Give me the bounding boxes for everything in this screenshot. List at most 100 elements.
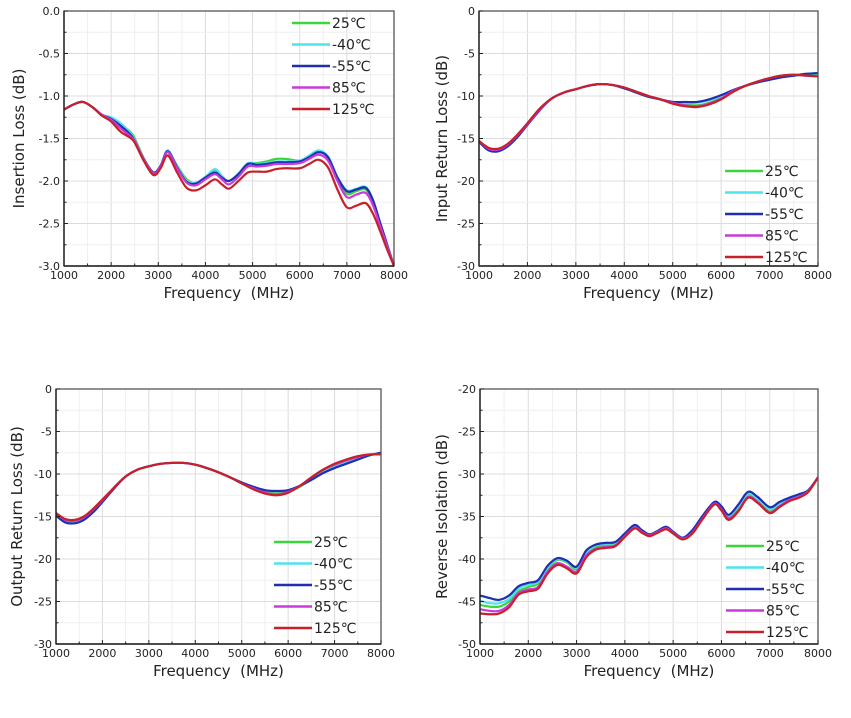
x-tick-label: 7000 [321,647,349,660]
legend-item: 85℃ [292,81,366,97]
legend-label: 85℃ [765,229,799,245]
legend-label: 85℃ [314,600,348,616]
legend-item: -40℃ [292,38,371,54]
x-tick-label: 1000 [465,269,493,282]
legend-label: 25℃ [314,535,348,551]
x-tick-label: 8000 [804,647,832,660]
y-tick-label: -25 [34,596,52,609]
legend-label: 85℃ [332,81,366,97]
x-tick-label: 8000 [380,269,408,282]
legend-item: -55℃ [725,207,804,223]
legend-label: -40℃ [314,557,353,573]
y-tick-label: -10 [457,90,475,103]
y-tick-label: -20 [457,175,475,188]
legend-item: 125℃ [726,625,808,641]
series-line-125c [64,100,394,267]
series-group [480,476,818,616]
legend-item: -55℃ [274,578,353,594]
x-tick-label: 1000 [50,269,78,282]
y-tick-label: -1.5 [39,133,60,146]
legend-label: 25℃ [766,539,800,555]
legend-item: 25℃ [725,164,799,180]
x-tick-label: 1000 [42,647,70,660]
x-tick-label: 6000 [707,647,735,660]
y-tick-label: -10 [34,468,52,481]
legend: 25℃ -40℃ -55℃ 85℃ 125℃ [274,535,356,637]
legend-label: -40℃ [765,186,804,202]
x-axis-label: Frequency (MHz) [583,284,714,302]
chart-3: 1000 2000 3000 4000 5000 6000 7000 8000 0 -5 -10 -1… [8,383,395,680]
y-tick-label: -5 [41,426,52,439]
legend-label: 125℃ [766,625,808,641]
y-axis-label: Reverse Isolation (dB) [433,434,451,599]
x-tick-label: 7000 [756,269,784,282]
legend-item: 125℃ [274,621,356,637]
series-group [56,451,381,525]
y-tick-label: 0 [468,5,475,18]
y-tick-label: -20 [458,383,476,396]
y-axis-label: Input Return Loss (dB) [433,55,451,222]
y-tick-label: -15 [457,133,475,146]
series-line-125c [479,73,818,151]
series-group [479,71,818,153]
y-tick-label: -3.0 [39,260,60,273]
x-tick-label: 4000 [191,269,219,282]
y-tick-label: -30 [34,638,52,651]
x-tick-label: 3000 [144,269,172,282]
x-axis-label: Frequency (MHz) [153,662,284,680]
x-tick-label: 5000 [228,647,256,660]
x-tick-label: 3000 [135,647,163,660]
legend-label: 25℃ [765,164,799,180]
legend-label: -40℃ [766,561,805,577]
legend-item: -55℃ [292,59,371,75]
x-axis-label: Frequency (MHz) [164,284,295,302]
legend-item: 125℃ [725,250,807,266]
x-axis-label: Frequency (MHz) [584,662,715,680]
legend-item: 125℃ [292,102,374,118]
x-tick-label: 2000 [514,647,542,660]
legend-label: -55℃ [332,59,371,75]
y-tick-label: -20 [34,553,52,566]
y-tick-label: 0.0 [43,5,61,18]
series-line-125c [480,476,818,616]
y-tick-label: -50 [458,638,476,651]
legend-item: 85℃ [726,604,800,620]
chart-4: 1000 2000 3000 4000 5000 6000 7000 8000 -20 -25 -3… [433,383,832,680]
series-line--55c [64,100,394,267]
chart-1: 1000 2000 3000 4000 5000 6000 7000 8000 0.0 -0.5 -… [10,5,408,302]
x-tick-label: 4000 [610,269,638,282]
x-tick-label: 6000 [707,269,735,282]
legend-label: 125℃ [332,102,374,118]
y-tick-label: -0.5 [39,48,60,61]
legend-item: 85℃ [274,600,348,616]
y-tick-label: -15 [34,511,52,524]
y-tick-label: -40 [458,553,476,566]
series-group [64,100,394,267]
legend-item: 85℃ [725,229,799,245]
legend-label: 125℃ [765,250,807,266]
legend-label: -55℃ [314,578,353,594]
legend-label: -55℃ [766,582,805,598]
legend-item: -40℃ [274,557,353,573]
legend-item: 25℃ [726,539,800,555]
legend-label: 25℃ [332,16,366,32]
x-tick-label: 4000 [181,647,209,660]
x-tick-label: 3000 [563,647,591,660]
x-tick-label: 2000 [513,269,541,282]
x-tick-label: 2000 [88,647,116,660]
legend: 25℃ -40℃ -55℃ 85℃ 125℃ [292,16,374,118]
x-tick-label: 5000 [239,269,267,282]
x-tick-label: 5000 [659,269,687,282]
legend-item: 25℃ [274,535,348,551]
x-tick-label: 6000 [286,269,314,282]
legend-label: -55℃ [765,207,804,223]
legend-item: -40℃ [726,561,805,577]
y-tick-label: -45 [458,596,476,609]
series-line-85c [64,100,394,267]
y-tick-label: -2.5 [39,218,60,231]
y-tick-label: -2.0 [39,175,60,188]
y-tick-label: -25 [457,218,475,231]
legend-item: -40℃ [725,186,804,202]
y-tick-label: -5 [464,48,475,61]
